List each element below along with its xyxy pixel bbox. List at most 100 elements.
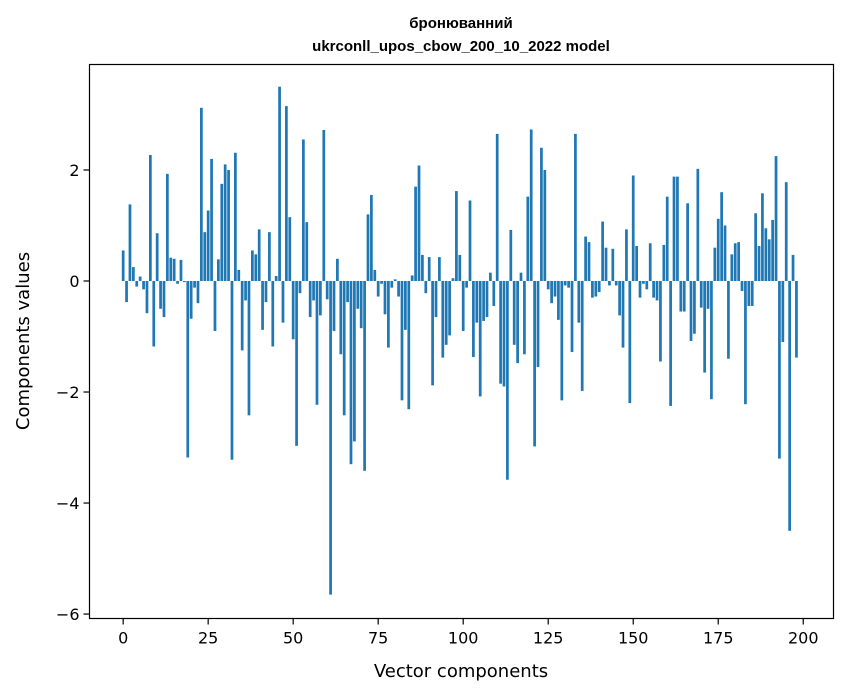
bar-152	[638, 280, 642, 298]
bar-163	[676, 176, 679, 281]
bar-143	[608, 280, 611, 286]
bar-16	[176, 280, 179, 284]
bar-105	[478, 280, 482, 397]
bar-80	[393, 279, 397, 281]
bar-5	[138, 276, 142, 281]
y-axis: −6 −4 −2 0 2	[56, 161, 90, 624]
chart-title: бронюванний	[409, 15, 512, 32]
bar-157	[655, 280, 659, 301]
bar-15	[172, 258, 176, 281]
x-tick-label: 175	[703, 629, 734, 648]
bar-98	[455, 191, 458, 281]
bar-195	[784, 182, 788, 281]
bar-120	[529, 129, 533, 281]
x-tick-label: 150	[618, 629, 649, 648]
bar-60	[325, 280, 329, 300]
bar-188	[761, 193, 764, 281]
bar-65	[342, 280, 346, 416]
bar-181	[737, 242, 740, 281]
bar-19	[186, 280, 190, 458]
bar-170	[699, 280, 703, 308]
bar-193	[778, 280, 781, 459]
bar-156	[652, 280, 655, 298]
bar-44	[271, 280, 275, 347]
bar-92	[434, 280, 438, 318]
bar-191	[771, 219, 774, 281]
bar-189	[764, 228, 768, 281]
bar-179	[730, 254, 734, 281]
bar-116	[516, 280, 519, 364]
bar-149	[628, 280, 632, 404]
bar-14	[169, 257, 173, 281]
bar-35	[240, 280, 244, 351]
bar-54	[305, 222, 309, 281]
x-tick-label: 25	[198, 629, 218, 648]
bar-93	[438, 257, 441, 281]
x-axis-label: Vector components	[374, 661, 548, 682]
bar-22	[196, 280, 200, 304]
bar-102	[468, 200, 472, 281]
bar-124	[543, 169, 547, 281]
bar-70	[359, 280, 363, 329]
bar-83	[404, 280, 407, 330]
chart-subtitle: ukrconll_upos_cbow_200_10_2022 model	[312, 38, 610, 55]
bar-28	[217, 259, 220, 281]
bar-73	[370, 194, 373, 281]
bar-1	[125, 280, 128, 303]
bar-164	[679, 280, 683, 312]
bar-37	[247, 280, 251, 416]
bar-66	[346, 280, 349, 303]
bar-166	[686, 203, 689, 281]
bar-25	[206, 210, 210, 281]
bar-45	[274, 276, 278, 281]
bar-125	[546, 280, 550, 290]
bar-167	[689, 280, 693, 341]
bar-146	[618, 280, 621, 316]
bar-30	[223, 164, 227, 281]
bar-81	[397, 280, 400, 297]
bar-144	[611, 248, 615, 281]
bar-110	[495, 133, 499, 281]
bar-72	[366, 214, 370, 281]
bar-94	[441, 280, 445, 358]
bar-61	[329, 280, 332, 595]
bar-155	[648, 243, 652, 281]
bar-187	[757, 246, 761, 281]
bar-197	[791, 254, 795, 281]
bar-159	[662, 244, 666, 281]
bar-185	[750, 280, 754, 306]
bar-3	[132, 267, 135, 281]
bar-126	[550, 280, 553, 304]
bar-190	[767, 239, 771, 281]
bar-175	[716, 218, 720, 281]
bar-86	[414, 186, 417, 281]
bar-43	[268, 232, 271, 281]
bar-67	[349, 280, 353, 465]
plot-frame	[88, 63, 835, 620]
bar-161	[669, 280, 672, 406]
bar-27	[213, 280, 217, 331]
x-axis: 0 25 50 75 100 125 150 175 200	[118, 618, 819, 648]
bar-46	[278, 86, 281, 281]
bar-41	[261, 280, 264, 330]
bar-87	[417, 165, 421, 281]
bar-33	[234, 152, 237, 281]
bar-140	[597, 280, 601, 293]
bar-56	[312, 280, 315, 301]
bar-134	[577, 280, 581, 323]
bar-151	[635, 246, 638, 281]
bar-104	[475, 280, 479, 323]
bar-17	[179, 259, 183, 281]
bar-138	[591, 280, 594, 298]
bar-122	[536, 280, 540, 368]
bar-23	[200, 107, 203, 281]
bar-52	[298, 280, 302, 294]
bar-55	[308, 280, 312, 318]
bar-178	[727, 280, 730, 359]
bar-158	[659, 280, 662, 362]
bar-57	[315, 280, 319, 405]
bar-172	[706, 280, 710, 309]
bar-160	[665, 196, 669, 281]
bar-88	[421, 254, 424, 281]
bar-96	[448, 280, 451, 336]
